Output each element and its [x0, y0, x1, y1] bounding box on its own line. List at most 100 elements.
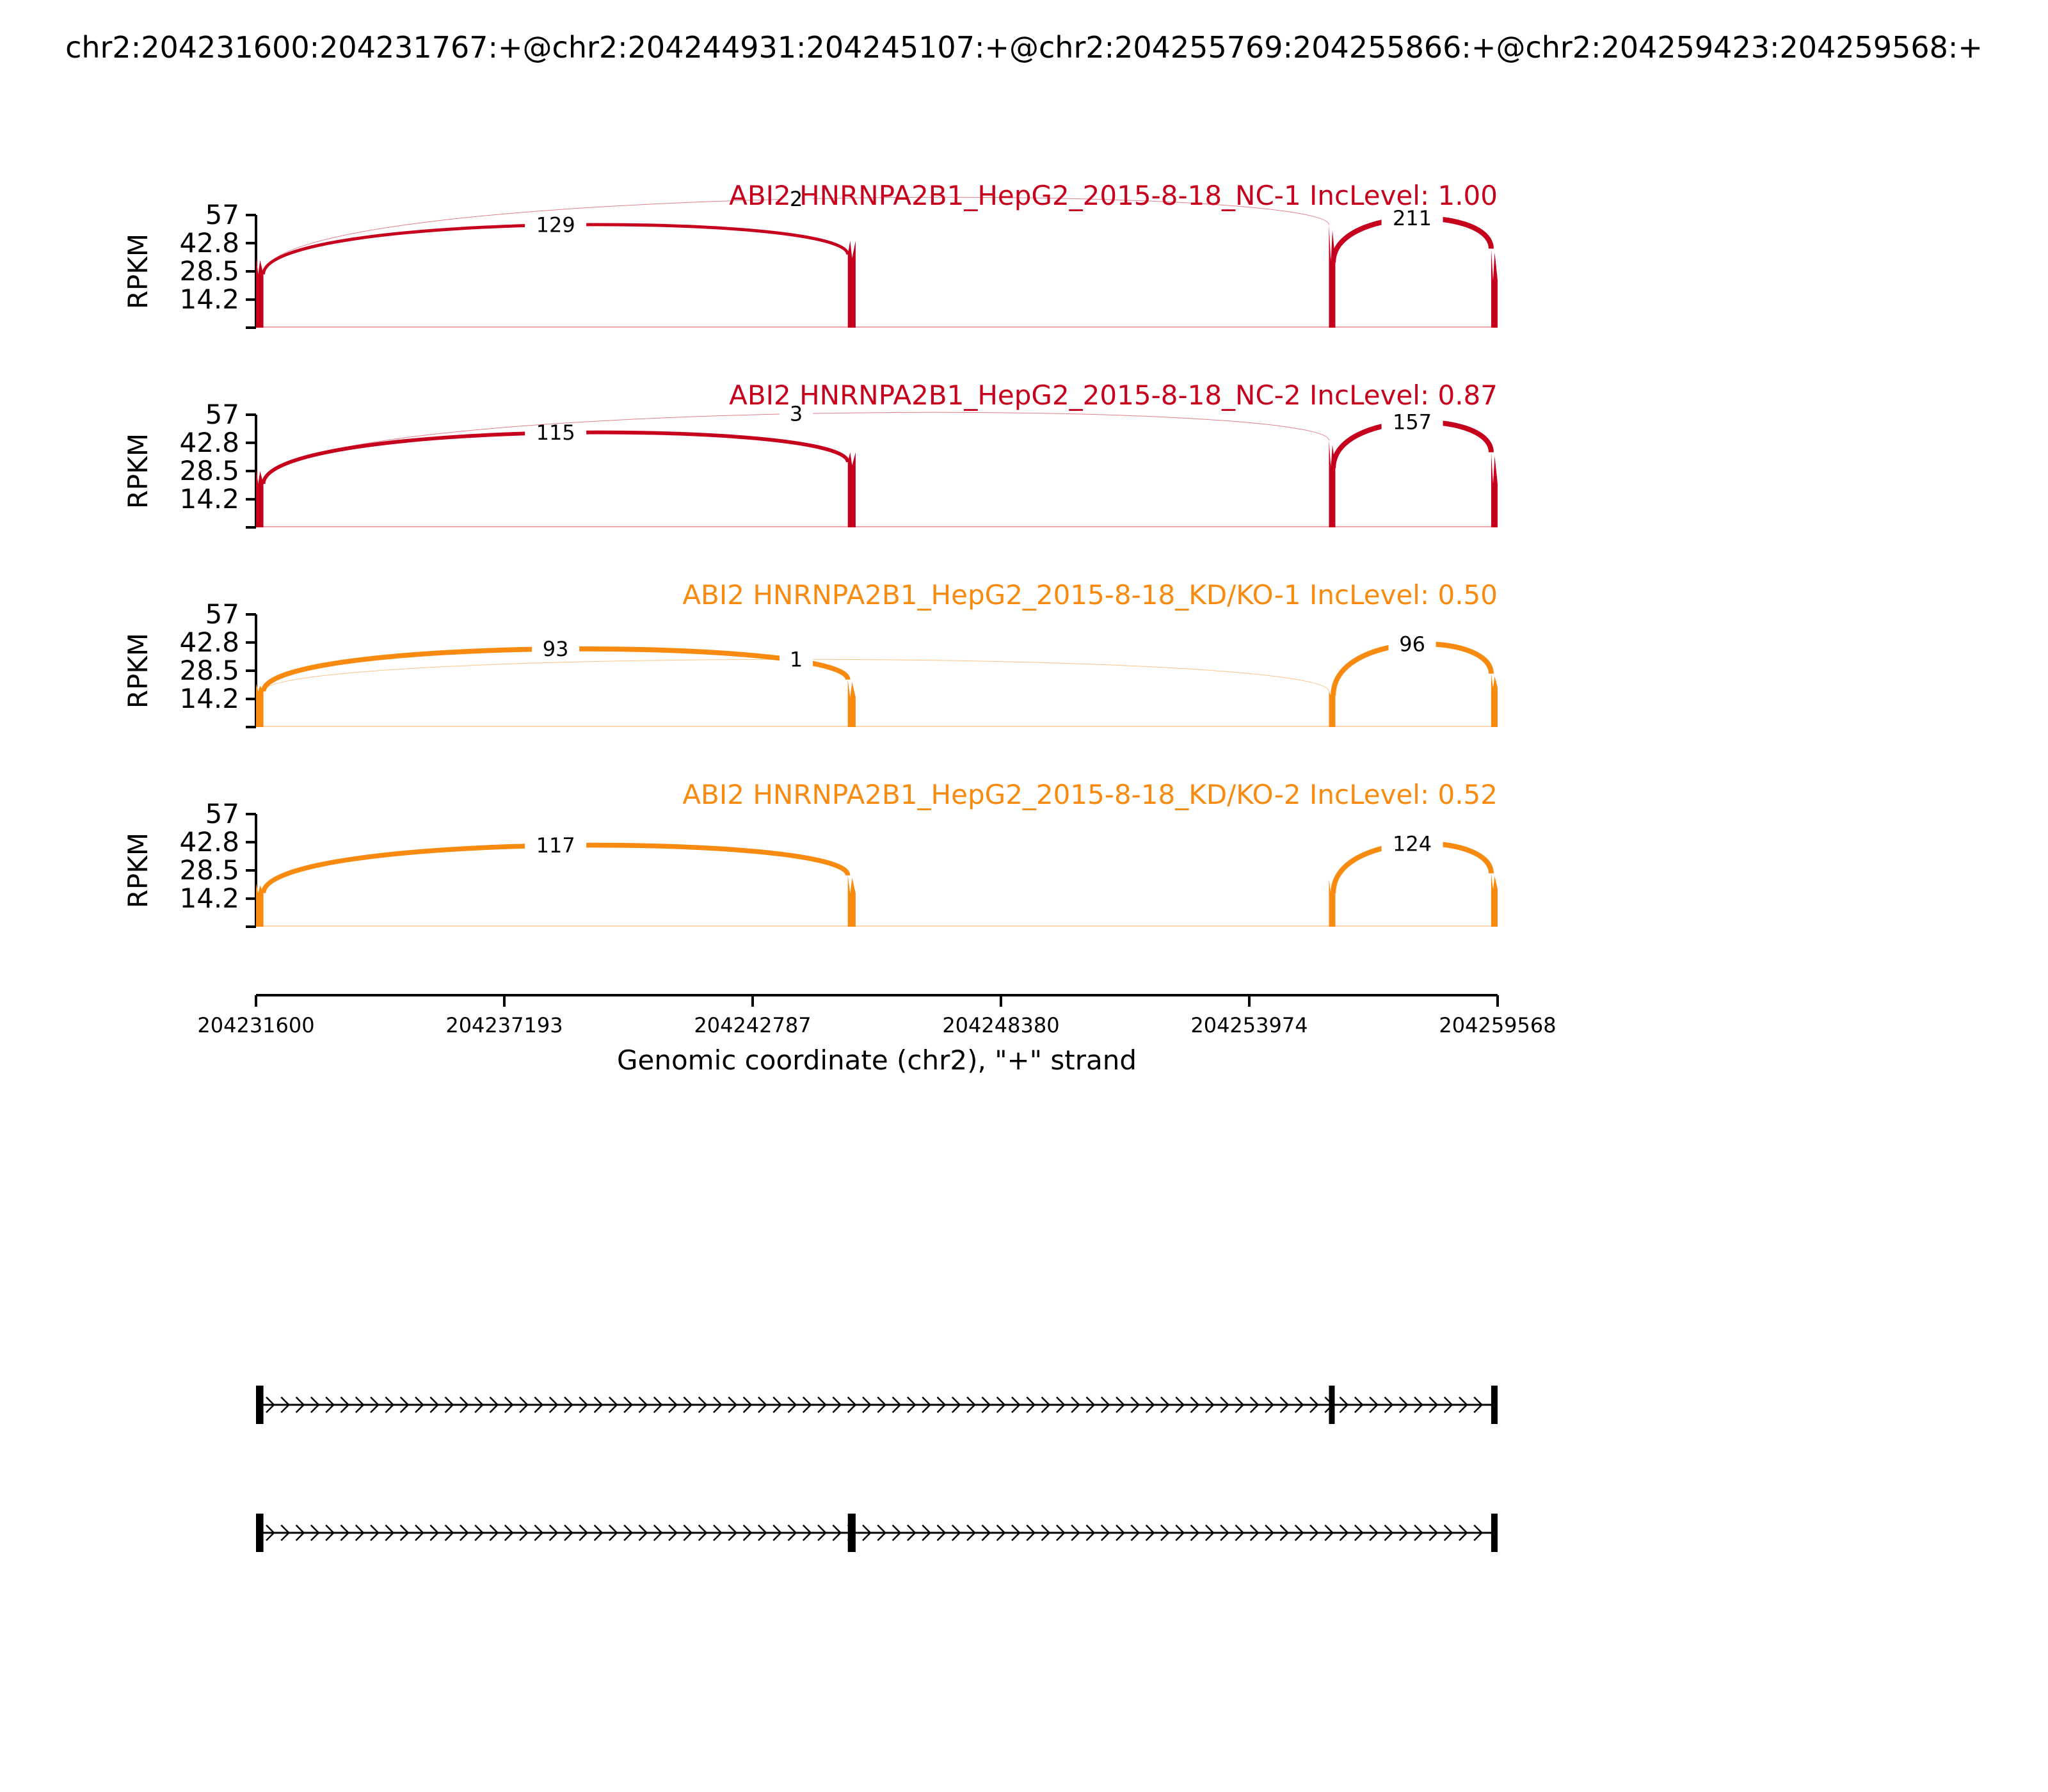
y-tick-label: 28.5	[179, 655, 239, 686]
strand-arrow	[653, 1396, 663, 1413]
x-tick-label: 204242787	[694, 1013, 811, 1037]
junction-count: 1	[790, 647, 803, 671]
strand-arrow	[1459, 1396, 1468, 1413]
strand-arrow	[1414, 1524, 1423, 1541]
exon-coverage	[1491, 248, 1498, 328]
strand-arrow	[713, 1396, 723, 1413]
strand-arrow	[534, 1524, 544, 1541]
strand-arrow	[1056, 1396, 1066, 1413]
strand-arrow	[1249, 1396, 1260, 1413]
strand-arrow	[310, 1396, 320, 1413]
strand-arrow	[1473, 1396, 1484, 1413]
x-tick-label: 204248380	[942, 1013, 1059, 1037]
strand-arrow	[415, 1396, 424, 1413]
strand-arrow	[325, 1524, 335, 1541]
strand-arrow	[609, 1524, 618, 1541]
x-tick-label: 204231600	[197, 1013, 314, 1037]
strand-arrow	[1100, 1396, 1110, 1413]
y-tick-label: 28.5	[179, 255, 239, 287]
strand-arrow	[519, 1396, 529, 1413]
junction-count: 96	[1399, 632, 1425, 657]
strand-arrow	[1309, 1524, 1319, 1541]
strand-arrow	[862, 1396, 872, 1413]
strand-arrow	[668, 1524, 678, 1541]
strand-arrow	[951, 1524, 961, 1541]
strand-arrow	[638, 1396, 648, 1413]
strand-arrow	[623, 1396, 633, 1413]
strand-arrow	[489, 1396, 499, 1413]
junction-count: 117	[536, 833, 575, 858]
strand-arrow	[1160, 1524, 1170, 1541]
isoform-track	[256, 1386, 1498, 1424]
strand-arrow	[1265, 1396, 1274, 1413]
strand-arrow	[1026, 1524, 1036, 1541]
strand-arrow	[668, 1396, 678, 1413]
strand-arrow	[460, 1524, 469, 1541]
strand-arrow	[1220, 1524, 1229, 1541]
strand-arrow	[1071, 1396, 1080, 1413]
strand-arrow	[1414, 1396, 1423, 1413]
strand-arrow	[474, 1396, 484, 1413]
exon-coverage	[847, 875, 856, 927]
isoform-tracks	[256, 1386, 1498, 1552]
exon-coverage	[847, 679, 856, 727]
exon-coverage	[1491, 873, 1498, 927]
strand-arrow	[1116, 1524, 1125, 1541]
strand-arrow	[1071, 1524, 1080, 1541]
strand-arrow	[399, 1396, 410, 1413]
strand-arrow	[1116, 1396, 1125, 1413]
junction-count-box	[1381, 829, 1443, 858]
strand-arrow	[1011, 1396, 1021, 1413]
strand-arrow	[460, 1396, 469, 1413]
genomic-x-axis: 204231600 204237193 204242787 204248380 2042…	[197, 994, 1556, 1076]
strand-arrow	[1398, 1396, 1409, 1413]
junction-count: 3	[790, 401, 803, 426]
y-tick-label: 14.2	[179, 284, 239, 315]
strand-arrow	[832, 1524, 842, 1541]
isoform-exon	[1329, 1386, 1335, 1424]
strand-arrow	[653, 1524, 663, 1541]
strand-arrow	[444, 1524, 454, 1541]
strand-arrow	[1190, 1396, 1200, 1413]
isoform-track	[256, 1514, 1498, 1552]
strand-arrow	[1339, 1396, 1349, 1413]
strand-arrow	[1160, 1396, 1170, 1413]
x-tick-label: 204259568	[1439, 1013, 1556, 1037]
strand-arrow	[1175, 1396, 1185, 1413]
strand-arrow	[1265, 1524, 1274, 1541]
strand-arrow	[1190, 1524, 1200, 1541]
junction-count-box	[532, 635, 580, 664]
strand-arrow	[1085, 1524, 1096, 1541]
y-axis-label: RPKM	[122, 234, 154, 309]
strand-arrow	[504, 1524, 514, 1541]
junction-count-box	[780, 399, 813, 428]
strand-arrow	[1220, 1396, 1229, 1413]
y-axis-label: RPKM	[122, 833, 154, 908]
strand-arrow	[1011, 1524, 1021, 1541]
strand-arrow	[579, 1396, 589, 1413]
strand-arrow	[340, 1524, 350, 1541]
exon-coverage	[847, 452, 856, 527]
strand-arrow	[280, 1396, 291, 1413]
strand-arrow	[683, 1524, 693, 1541]
strand-arrow	[504, 1396, 514, 1413]
junction-count: 124	[1393, 831, 1432, 856]
strand-arrow	[295, 1524, 305, 1541]
strand-arrow	[399, 1524, 410, 1541]
strand-arrow	[698, 1396, 708, 1413]
strand-arrow	[1056, 1524, 1066, 1541]
strand-arrow	[1354, 1524, 1364, 1541]
strand-arrow	[1205, 1396, 1215, 1413]
strand-arrow	[922, 1524, 931, 1541]
strand-arrow	[548, 1396, 559, 1413]
strand-arrow	[444, 1396, 454, 1413]
strand-arrow	[355, 1524, 365, 1541]
strand-arrow	[1145, 1396, 1155, 1413]
strand-arrow	[907, 1396, 916, 1413]
strand-arrow	[936, 1396, 947, 1413]
junction-count-box	[525, 831, 587, 860]
strand-arrow	[429, 1524, 440, 1541]
strand-arrow	[638, 1524, 648, 1541]
strand-arrow	[877, 1396, 887, 1413]
